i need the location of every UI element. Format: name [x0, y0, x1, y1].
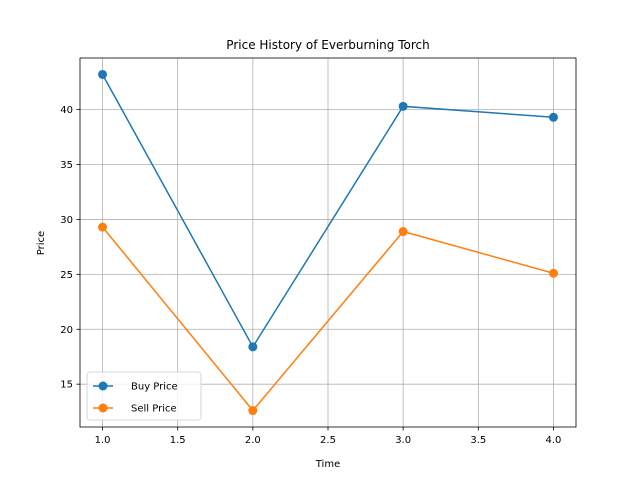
- x-tick-label: 4.0: [546, 435, 562, 446]
- legend-label: Sell Price: [131, 404, 177, 415]
- legend-label: Buy Price: [131, 382, 178, 393]
- y-tick-label: 15: [60, 380, 73, 391]
- sell-price-line: [101, 226, 554, 412]
- series-layer: [98, 69, 558, 416]
- buy-price-point: [548, 112, 558, 122]
- legend-item-buy-price: Buy Price: [93, 381, 178, 393]
- buy-price-line: [101, 74, 554, 349]
- grid-lines: [80, 58, 576, 427]
- x-tick-label: 2.5: [320, 435, 336, 446]
- series-sell-price: [98, 222, 558, 416]
- x-tick-label: 3.0: [395, 435, 411, 446]
- buy-price-point: [98, 69, 108, 79]
- x-tick-label: 3.5: [470, 435, 486, 446]
- legend-marker: [98, 403, 108, 413]
- legend-box: [86, 371, 202, 421]
- y-tick-label: 40: [60, 105, 73, 116]
- legend-marker: [98, 381, 108, 391]
- y-axis-label: Price: [36, 231, 47, 255]
- y-tick-label: 35: [60, 160, 73, 171]
- y-tick-label: 30: [60, 215, 73, 226]
- x-axis-label: Time: [315, 459, 340, 470]
- x-tick-label: 1.5: [170, 435, 186, 446]
- chart-title: Price History of Everburning Torch: [226, 38, 429, 52]
- buy-price-point: [248, 342, 258, 352]
- series-buy-price: [98, 69, 558, 352]
- buy-price-point: [398, 101, 408, 111]
- y-tick-label: 20: [60, 325, 73, 336]
- sell-price-point: [248, 406, 258, 416]
- sell-price-point: [398, 227, 408, 237]
- sell-price-point: [548, 268, 558, 278]
- x-axis-ticks: 1.0 1.5 2.0 2.5 3.0 3.5 4.0: [95, 427, 562, 446]
- x-tick-label: 1.0: [95, 435, 111, 446]
- sell-price-point: [98, 222, 108, 232]
- legend-item-sell-price: Sell Price: [93, 403, 177, 415]
- y-axis-ticks: 15 20 25 30 35 40: [60, 105, 80, 391]
- legend: Buy Price Sell Price: [86, 371, 202, 421]
- y-tick-label: 25: [60, 270, 73, 281]
- x-tick-label: 2.0: [245, 435, 261, 446]
